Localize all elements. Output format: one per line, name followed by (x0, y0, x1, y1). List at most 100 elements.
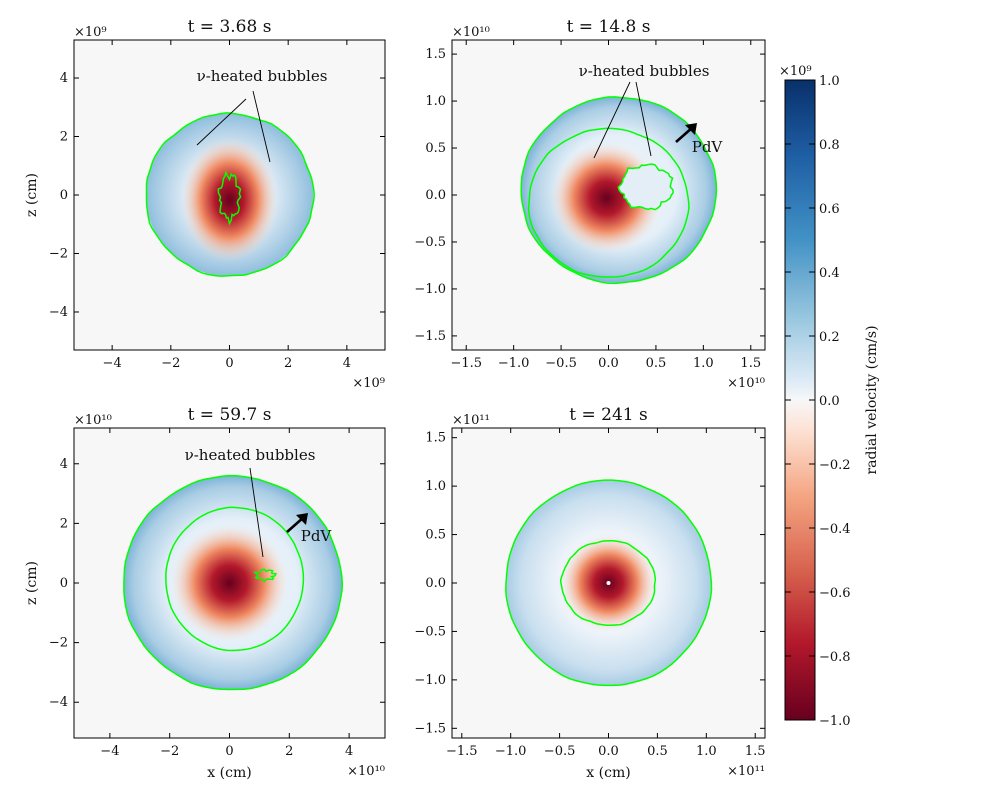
bubbles-annotation: ν-heated bubbles (579, 62, 710, 80)
bubble-contour (217, 170, 242, 226)
x-tick-label: −0.5 (545, 356, 577, 371)
y-multiplier: ×10¹⁰ (452, 25, 490, 40)
x-tick-label: 0.5 (647, 744, 668, 759)
y-tick-label: 0 (60, 576, 68, 591)
shock-contour (505, 479, 713, 687)
y-tick-label: 1.0 (425, 479, 446, 494)
panel-1: −4 −2 0 2 4 −4 −2 0 2 4 t = 3.68 s ×10⁹ ×10⁹ z (cm) ν-… (24, 17, 386, 391)
pdv-arrowhead (685, 123, 697, 135)
y-tick-label: −4 (49, 305, 68, 320)
y-tick-label: −2 (49, 246, 68, 261)
x-tick-label: 0.5 (646, 356, 667, 371)
x-tick-label: −1.5 (446, 744, 478, 759)
x-multiplier: ×10¹¹ (727, 764, 765, 779)
annotation-line (252, 90, 271, 163)
shock-contour (520, 96, 718, 285)
y-tick-label: −4 (49, 695, 68, 710)
bubbles-annotation: ν-heated bubbles (197, 67, 328, 85)
annotation-line (635, 81, 652, 157)
shock-contour (145, 112, 315, 277)
y-tick-label: −1.5 (414, 721, 446, 736)
y-tick-label: 4 (60, 71, 68, 86)
inner-contour (527, 127, 690, 278)
colorbar-label: radial velocity (cm/s) (864, 325, 880, 474)
y-tick-label: −2 (49, 636, 68, 651)
infall-region (181, 138, 278, 262)
y-tick-label: −1.0 (414, 282, 446, 297)
velocity-field (123, 474, 344, 691)
annotation-line (593, 81, 631, 159)
inner-contour (559, 540, 657, 627)
y-tick-label: 0.5 (425, 528, 446, 543)
y-tick-label: 0.5 (425, 141, 446, 156)
x-tick-label: −2 (160, 744, 179, 759)
y-tick-label: −1.5 (414, 329, 446, 344)
x-tick-label: −1.0 (495, 744, 527, 759)
colorbar-tick-label: 0.6 (819, 202, 840, 217)
infall-region (171, 525, 288, 641)
y-multiplier: ×10⁹ (74, 25, 107, 40)
y-tick-label: 1.5 (425, 47, 446, 62)
colorbar-tick-label: −0.8 (819, 650, 851, 665)
x-tick-label: 1.5 (745, 744, 766, 759)
x-tick-label: 1.0 (696, 744, 717, 759)
x-tick-label: 1.0 (693, 356, 714, 371)
x-tick-label: 1.5 (740, 356, 761, 371)
colorbar-tick-label: 0.4 (819, 266, 840, 281)
central-point (606, 581, 611, 585)
y-tick-label: 2 (60, 130, 68, 145)
x-multiplier: ×10¹⁰ (347, 764, 385, 779)
colorbar-tick-label: 0.0 (819, 394, 840, 409)
y-tick-label: 1.0 (425, 94, 446, 109)
x-tick-label: −4 (103, 356, 122, 371)
velocity-field (145, 112, 315, 277)
x-tick-label: 2 (284, 356, 292, 371)
bubble-contour (253, 568, 277, 583)
x-tick-label: 4 (345, 744, 353, 759)
panel-2: −1.5 −1.0 −0.5 0.0 0.5 1.0 1.5 −1.5 −1.0 −0.5 0.0 0… (414, 17, 766, 391)
y-tick-label: 1.5 (425, 431, 446, 446)
annotation-line (196, 98, 247, 146)
inner-contour (165, 506, 305, 652)
y-tick-label: −1.0 (414, 673, 446, 688)
x-tick-label: −4 (100, 744, 119, 759)
colorbar-tick-label: −0.6 (819, 586, 851, 601)
x-axis-label: x (cm) (586, 765, 630, 781)
x-tick-label: −2 (161, 356, 180, 371)
panel-3: −4 −2 0 2 4 −4 −2 0 2 4 t = 59.7 s ×10¹⁰ ×10¹⁰ x (cm)… (24, 405, 386, 781)
colorbar-tick-label: −0.4 (819, 522, 851, 537)
y-tick-label: 0 (60, 188, 68, 203)
y-tick-label: 0.0 (425, 188, 446, 203)
colorbar-tick-label: 0.2 (819, 330, 840, 345)
x-multiplier: ×10¹⁰ (727, 376, 765, 391)
annotation-line (249, 467, 264, 558)
y-multiplier: ×10¹⁰ (74, 413, 112, 428)
colorbar-tick-label: −1.0 (819, 714, 851, 729)
pdv-arrowhead (296, 513, 308, 525)
panel-title: t = 59.7 s (188, 405, 272, 425)
y-tick-label: −0.5 (414, 624, 446, 639)
x-multiplier: ×10⁹ (352, 376, 385, 391)
x-tick-label: 0 (225, 744, 233, 759)
colorbar-tick-label: −0.2 (819, 458, 851, 473)
colorbar-multiplier: ×10⁹ (779, 64, 812, 79)
x-tick-label: −1.5 (450, 356, 482, 371)
y-tick-label: −0.5 (414, 235, 446, 250)
x-tick-label: 0 (225, 356, 233, 371)
colorbar: 1.0 0.8 0.6 0.4 0.2 0.0 −0.2 −0.4 −0.6 −0.8 −1.0 ×1… (779, 64, 880, 729)
y-multiplier: ×10¹¹ (452, 413, 490, 428)
pdv-label: PdV (301, 527, 333, 545)
y-tick-label: 4 (60, 457, 68, 472)
x-tick-label: 0.0 (598, 744, 619, 759)
bubble-contour (617, 163, 674, 211)
y-tick-label: 0.0 (425, 576, 446, 591)
y-axis-label: z (cm) (24, 561, 40, 605)
panel-title: t = 241 s (569, 405, 647, 425)
panel-title: t = 14.8 s (567, 17, 651, 37)
bubbles-annotation: ν-heated bubbles (185, 446, 316, 464)
x-tick-label: 4 (343, 356, 351, 371)
x-tick-label: 0.0 (598, 356, 619, 371)
panel-4: −1.5 −1.0 −0.5 0.0 0.5 1.0 1.5 −1.5 −1.0 −0.5 0.0 0… (414, 405, 765, 781)
velocity-field (520, 96, 718, 285)
